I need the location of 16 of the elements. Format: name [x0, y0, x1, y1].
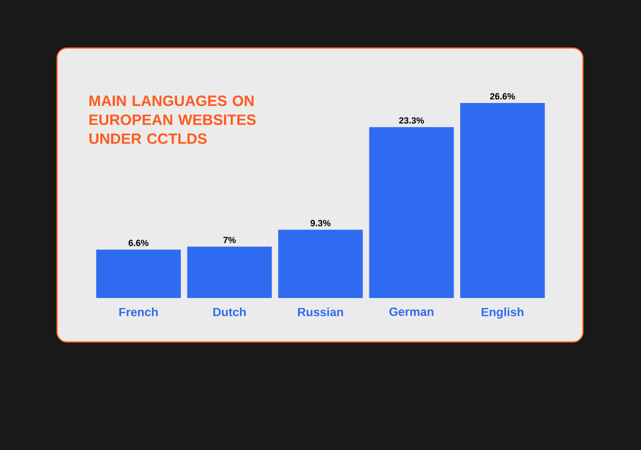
data-label: 6.6% — [128, 240, 148, 246]
x-tick-label: English — [482, 308, 524, 319]
bar — [187, 246, 272, 298]
x-tick-label: Dutch — [213, 308, 246, 316]
x-tick-label: Russian — [298, 308, 344, 316]
data-label: 23.3% — [399, 117, 424, 124]
bar — [96, 250, 181, 298]
x-tick-label: German — [389, 308, 434, 316]
bar — [369, 127, 454, 298]
x-tick-label: French — [119, 308, 158, 316]
bar — [278, 230, 363, 298]
data-label: 7% — [223, 236, 236, 244]
data-label: 26.6% — [490, 93, 515, 100]
text: MAIN LANGUAGES ON EUROPEAN WEBSITES UNDER CCTLDS — [89, 96, 256, 144]
bar — [460, 102, 545, 298]
data-label: 9.3% — [310, 220, 330, 226]
